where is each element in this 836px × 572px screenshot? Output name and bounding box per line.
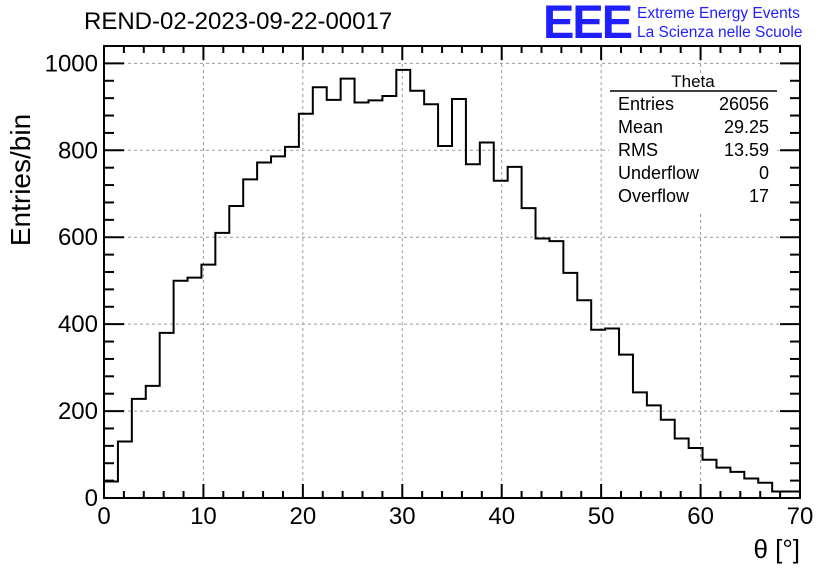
x-tick-label: 20 — [290, 503, 317, 530]
logo-mark: EEE — [543, 0, 633, 48]
logo-text: Extreme Energy Events La Scienza nelle S… — [637, 4, 802, 42]
stats-row-value: 0 — [759, 163, 769, 183]
stats-box: Theta Entries 26056 Mean 29.25 RMS 13.59 Under… — [609, 72, 777, 213]
stats-row-value: 29.25 — [724, 117, 769, 137]
y-axis-label: Entries/bin — [5, 114, 36, 246]
x-tick-label: 40 — [488, 503, 515, 530]
y-tick-label: 400 — [58, 311, 98, 338]
stats-box-background — [609, 73, 777, 213]
x-axis-label: θ [°] — [753, 534, 800, 564]
x-tick-label: 30 — [389, 503, 416, 530]
x-tick-label: 50 — [588, 503, 615, 530]
stats-row-value: 17 — [749, 186, 769, 206]
axis-ticks — [103, 45, 801, 499]
x-tick-label: 0 — [97, 503, 110, 530]
plot-title: REND-02-2023-09-22-00017 — [84, 8, 393, 35]
stats-row-label: Overflow — [618, 186, 690, 206]
histogram-line — [103, 68, 801, 498]
y-tick-label: 800 — [58, 137, 98, 164]
logo-line-2: La Scienza nelle Scuole — [637, 24, 803, 41]
y-tick-label: 0 — [85, 485, 98, 512]
y-tick-label: 600 — [58, 224, 98, 251]
x-tick-label: 60 — [687, 503, 714, 530]
y-tick-label: 200 — [58, 398, 98, 425]
grid-lines — [104, 46, 800, 498]
stats-row-label: Underflow — [618, 163, 700, 183]
stats-row-label: Entries — [618, 94, 674, 114]
logo-line-1: Extreme Energy Events — [637, 5, 800, 22]
stats-box-rows: Entries 26056 Mean 29.25 RMS 13.59 Underflow 0 O… — [618, 94, 769, 206]
stats-row-label: RMS — [618, 140, 658, 160]
y-tick-labels: 0 200 400 600 800 1000 — [45, 50, 98, 512]
stats-row-value: 13.59 — [724, 140, 769, 160]
stats-box-title: Theta — [671, 72, 715, 91]
x-tick-label: 10 — [190, 503, 217, 530]
y-tick-label: 1000 — [45, 50, 98, 77]
x-tick-labels: 0 10 20 30 40 50 60 70 — [97, 503, 813, 530]
x-tick-label: 70 — [787, 503, 814, 530]
stats-row-label: Mean — [618, 117, 663, 137]
stats-row-value: 26056 — [719, 94, 769, 114]
